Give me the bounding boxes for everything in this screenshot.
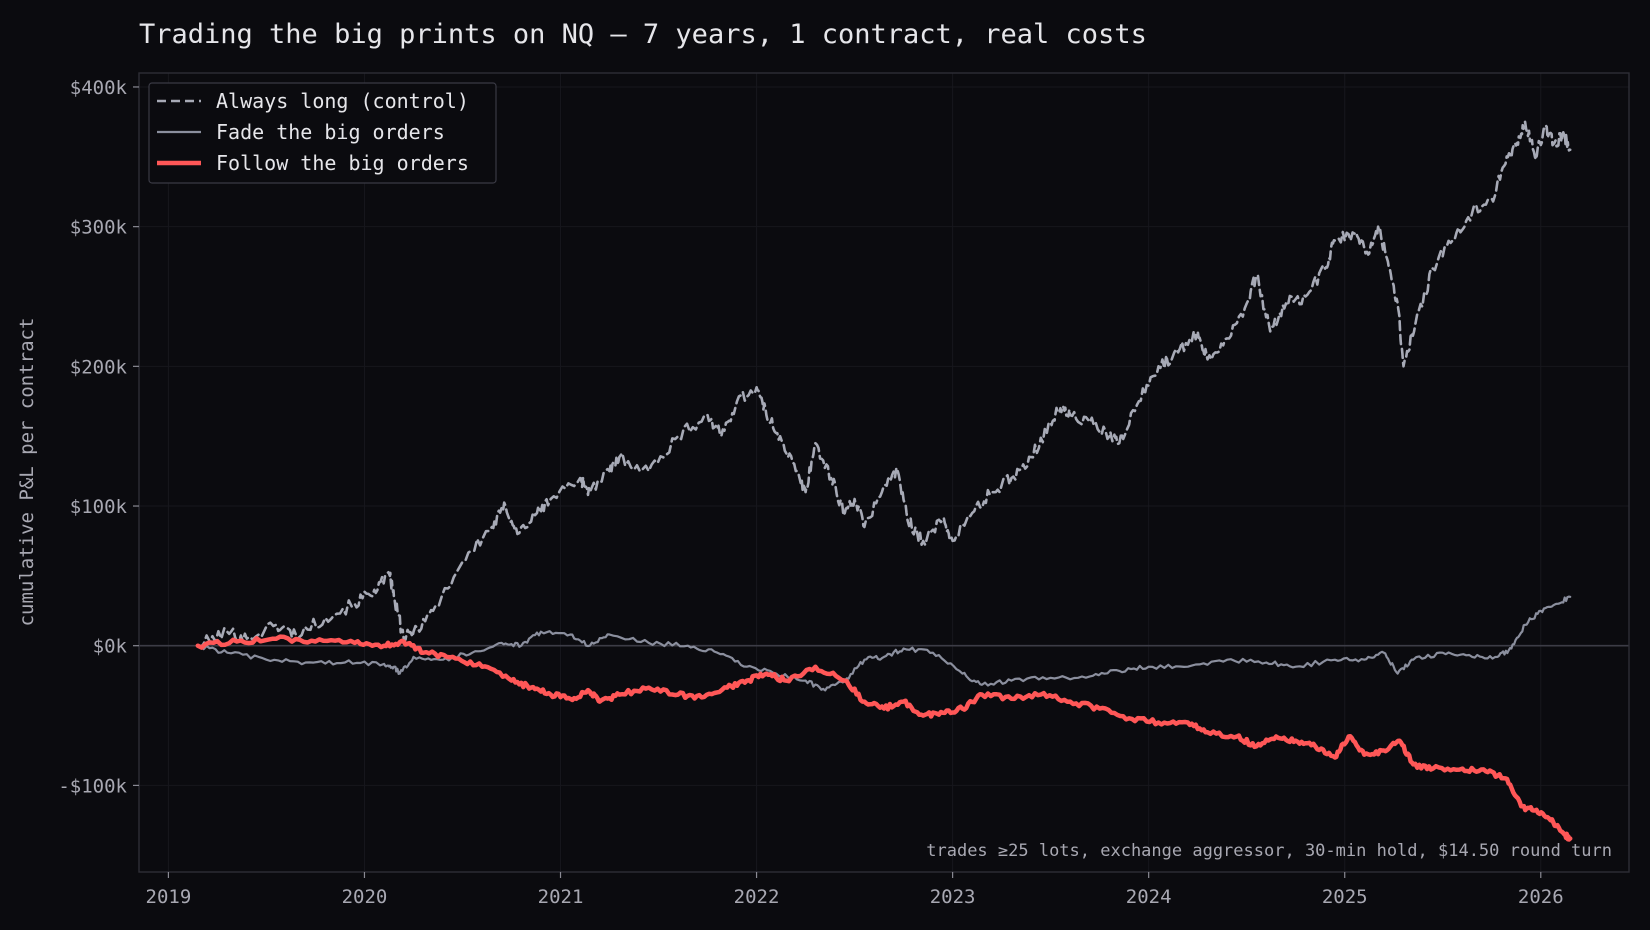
x-tick-label-2024: 2024: [1126, 886, 1172, 908]
y-axis-label: cumulative P&L per contract: [16, 318, 38, 627]
chart-title: Trading the big prints on NQ — 7 years, …: [139, 19, 1147, 50]
legend: Always long (control) Fade the big order…: [148, 82, 497, 184]
y-tick-label-2: $100k: [70, 496, 128, 518]
legend-label-fade: Fade the big orders: [216, 120, 445, 144]
x-axis-ticks: 2019 2020 2021 2022 2023 2024 2025 2026: [146, 872, 1564, 908]
x-tick-label-2026: 2026: [1518, 886, 1564, 908]
y-tick-label-4: $300k: [70, 217, 128, 239]
y-tick-label-0: -$100k: [58, 775, 127, 797]
x-tick-label-2021: 2021: [538, 886, 584, 908]
legend-label-control: Always long (control): [216, 89, 469, 113]
x-tick-label-2019: 2019: [146, 886, 192, 908]
series-layer: [195, 120, 1573, 842]
y-tick-label-1: $0k: [93, 636, 128, 658]
x-tick-label-2020: 2020: [342, 886, 388, 908]
series-line-always-long-control: [196, 120, 1572, 649]
y-axis-ticks: -$100k $0k $100k $200k $300k $400k: [58, 77, 139, 797]
y-tick-label-5: $400k: [70, 77, 128, 99]
series-line-fade-the-big-orders: [196, 595, 1572, 692]
x-tick-label-2025: 2025: [1322, 886, 1368, 908]
legend-label-follow: Follow the big orders: [216, 151, 469, 175]
x-tick-label-2023: 2023: [930, 886, 976, 908]
plot-frame: [138, 72, 1630, 873]
series-line-follow-the-big-orders: [195, 634, 1573, 842]
chart-annotation: trades ≥25 lots, exchange aggressor, 30-…: [926, 841, 1612, 861]
x-tick-label-2022: 2022: [734, 886, 780, 908]
legend-box: [148, 82, 497, 184]
y-tick-label-3: $200k: [70, 356, 128, 378]
